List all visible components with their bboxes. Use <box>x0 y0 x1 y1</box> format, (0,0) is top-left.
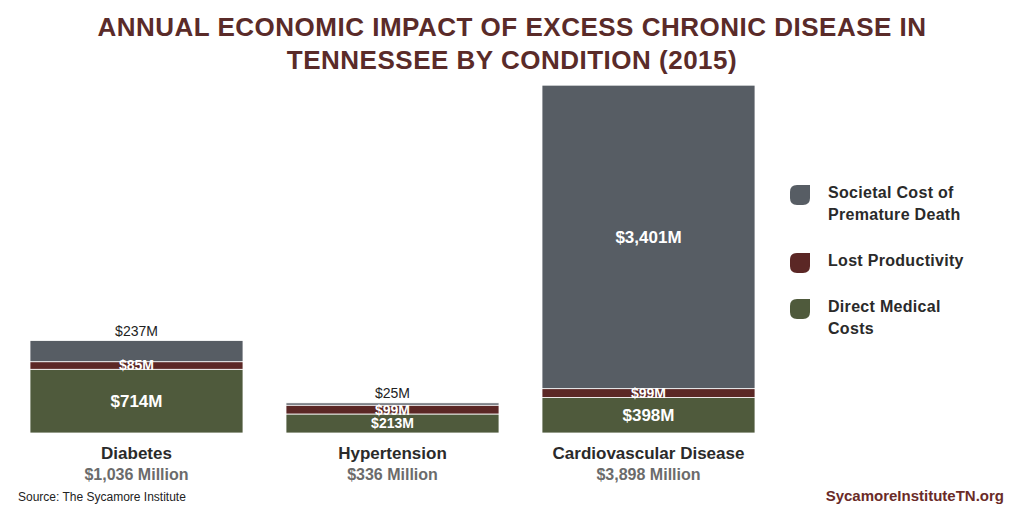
data-label: $237M <box>115 323 158 339</box>
legend: Societal Cost of Premature Death Lost Prod… <box>790 184 964 337</box>
category-label: Hypertension <box>338 444 447 463</box>
legend-swatch <box>790 299 810 319</box>
text-line: Costs <box>828 320 874 337</box>
text-line: Premature Death <box>828 206 961 223</box>
legend-label: Societal Cost of Premature Death <box>828 184 961 223</box>
category-total: $1,036 Million <box>84 466 188 483</box>
data-label: $25M <box>375 385 410 401</box>
text-line: Direct Medical <box>828 298 941 315</box>
bars <box>30 85 755 433</box>
legend-label: Direct Medical Costs <box>828 298 941 337</box>
data-label: $398M <box>623 406 675 425</box>
title: ANNUAL ECONOMIC IMPACT OF EXCESS CHRONIC… <box>97 12 926 75</box>
data-labels: $714M$85M$237M$213M$99M$25M$398M$99M$3,4… <box>111 228 682 432</box>
category-total: $3,898 Million <box>596 466 700 483</box>
legend-swatch <box>790 253 810 273</box>
data-label: $3,401M <box>615 228 681 247</box>
bar-segment <box>542 85 755 388</box>
data-label: $99M <box>375 402 410 418</box>
bar-segment <box>30 369 243 433</box>
website: SycamoreInstituteTN.org <box>826 487 1004 504</box>
legend-swatch <box>790 185 810 205</box>
text-line: ANNUAL ECONOMIC IMPACT OF EXCESS CHRONIC… <box>97 12 926 42</box>
source: Source: The Sycamore Institute <box>18 490 186 504</box>
text-line: Lost Productivity <box>828 252 964 269</box>
bar-segment <box>542 397 755 433</box>
category-label: Cardiovascular Disease <box>553 444 745 463</box>
legend-label: Lost Productivity <box>828 252 964 269</box>
data-label: $99M <box>631 385 666 401</box>
text-line: Societal Cost of <box>828 184 954 201</box>
category-total: $336 Million <box>347 466 438 483</box>
chart: ANNUAL ECONOMIC IMPACT OF EXCESS CHRONIC… <box>0 0 1024 512</box>
category-label: Diabetes <box>101 444 172 463</box>
text-line: TENNESSEE BY CONDITION (2015) <box>287 45 737 75</box>
data-label: $213M <box>371 415 414 431</box>
data-label: $85M <box>119 357 154 373</box>
data-label: $714M <box>111 392 163 411</box>
